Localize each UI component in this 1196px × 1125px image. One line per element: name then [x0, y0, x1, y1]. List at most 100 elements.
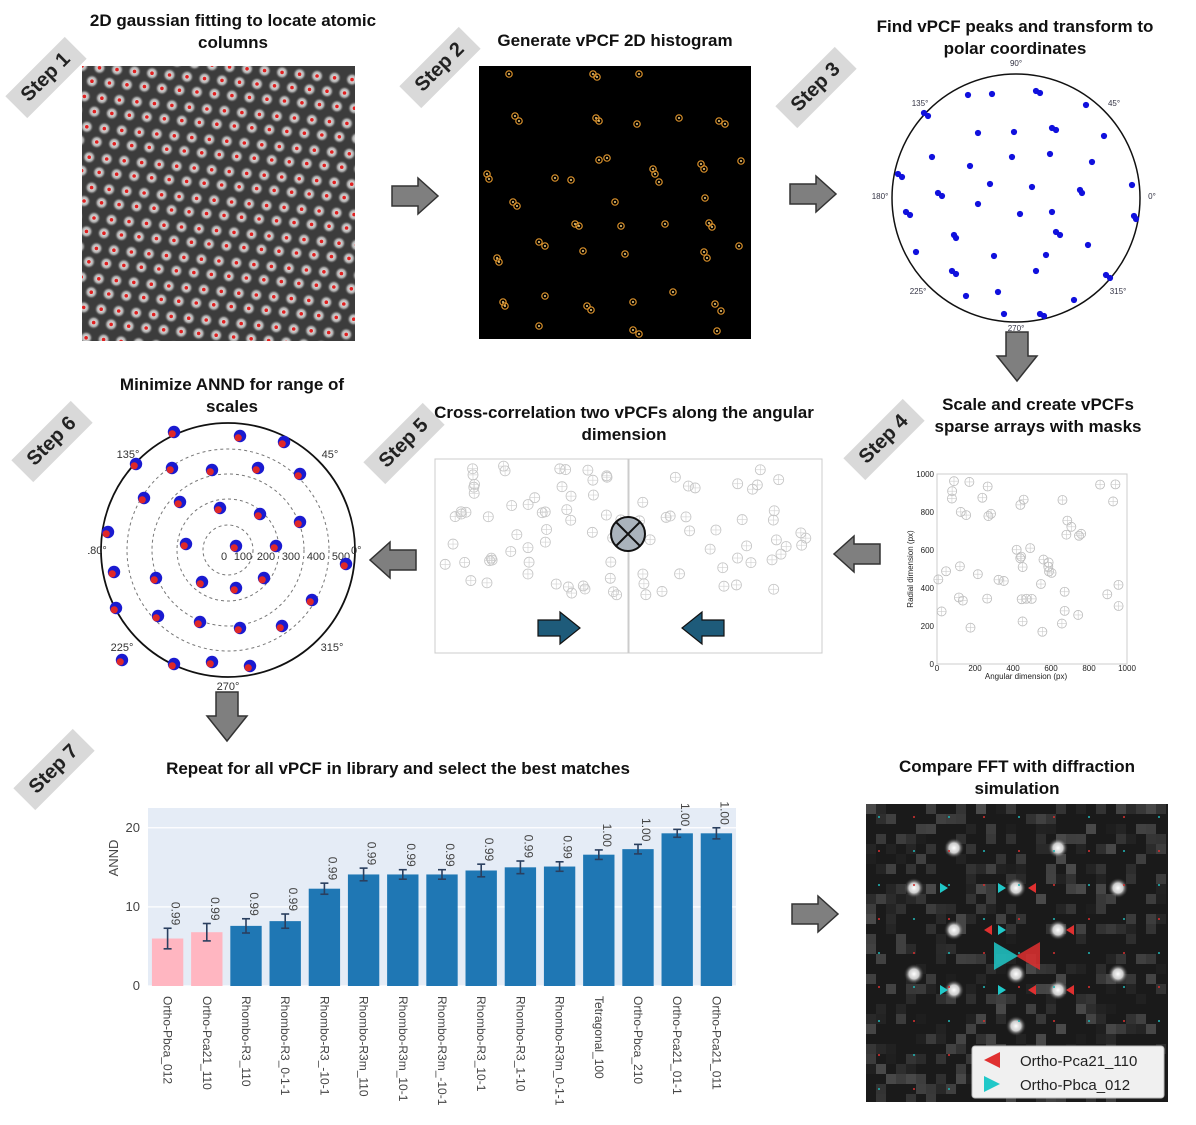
atomic-column	[346, 312, 355, 327]
chart-ytick: 10	[126, 899, 140, 914]
step6-title: Minimize ANND for range of scales	[119, 375, 345, 416]
chart-data-label: 0.99	[365, 842, 379, 866]
polar-peak	[898, 173, 906, 181]
fitted-position	[205, 107, 209, 111]
atomic-column	[347, 207, 355, 222]
atomic-column	[222, 66, 237, 74]
vpcf-peak-center	[518, 120, 520, 122]
s6-radial-tick: 300	[282, 551, 300, 563]
fitted-position	[302, 237, 306, 242]
atomic-column	[82, 316, 84, 325]
fitted-position	[190, 135, 194, 140]
fitted-position	[299, 207, 304, 211]
fitted-position	[292, 220, 296, 225]
vpcf-peak	[483, 170, 491, 178]
s3-label-315: 315°	[1110, 287, 1127, 296]
step1-badge: Step 1	[5, 36, 87, 119]
atomic-column	[82, 133, 87, 147]
fitted-position	[227, 169, 231, 174]
scaled-peak	[130, 462, 138, 470]
chart-data-label: 1.00	[639, 818, 653, 842]
fitted-position	[207, 242, 211, 246]
fitted-position	[245, 67, 249, 71]
center-cyan-triangle-icon	[994, 942, 1018, 970]
fitted-position	[342, 302, 346, 306]
fitted-position	[139, 160, 144, 165]
fitted-position	[174, 164, 179, 168]
vpcf-peak	[495, 258, 503, 266]
fitted-position	[214, 333, 218, 338]
vpcf-peak-center	[740, 160, 742, 162]
chart-ytick: 20	[126, 820, 140, 835]
fitted-position	[242, 141, 247, 145]
s6-label-225: 225°	[111, 642, 134, 654]
pca21-marker	[1028, 883, 1036, 893]
fitted-position	[195, 90, 199, 94]
polar-peak	[1070, 296, 1078, 304]
fitted-position	[349, 182, 354, 186]
chart-data-label: 0.99	[404, 843, 418, 867]
fitted-position	[284, 236, 289, 240]
vpcf-peak	[717, 307, 725, 315]
vpcf-peak-center	[678, 117, 680, 119]
fitted-position	[352, 106, 355, 110]
atomic-column	[279, 335, 294, 341]
fitted-position	[347, 152, 352, 156]
chart-bar	[465, 870, 497, 986]
s3-label-90: 90°	[1010, 59, 1022, 68]
polar-peak	[990, 252, 998, 260]
polar-peak	[1046, 150, 1054, 158]
fitted-position	[227, 274, 231, 278]
fitted-position	[149, 282, 154, 286]
fitted-position	[172, 134, 177, 138]
vpcf-peak	[571, 220, 579, 228]
step4-title: Scale and create vPCFs sparse arrays wit…	[934, 395, 1142, 436]
vpcf-peak	[587, 306, 595, 314]
fitted-position	[272, 295, 276, 299]
fitted-position	[280, 70, 284, 75]
s3-label-0: 0°	[1148, 192, 1156, 201]
fft-spot	[944, 920, 964, 940]
fitted-position	[262, 278, 266, 282]
polar-peak	[1008, 153, 1016, 161]
vpcf-peak-center	[596, 76, 598, 78]
chart-category-label: Rhombo-R3_1-10	[513, 996, 527, 1092]
atomic-column	[150, 338, 162, 341]
fitted-position	[249, 232, 254, 236]
s3-label-45: 45°	[1108, 99, 1120, 108]
fitted-position	[330, 150, 334, 154]
fitted-position	[265, 97, 269, 101]
fitted-position	[211, 303, 216, 307]
fitted-position	[247, 95, 252, 100]
fitted-position	[324, 300, 329, 304]
scaled-peak	[244, 664, 252, 672]
fitted-position	[179, 329, 183, 334]
vpcf-peak-center	[586, 305, 588, 307]
fitted-position	[137, 130, 142, 134]
polar-peak	[952, 270, 960, 278]
fitted-position	[325, 89, 329, 93]
pbca-marker	[998, 883, 1006, 893]
chart-data-label: 0.99	[169, 902, 183, 926]
fitted-position	[352, 212, 355, 217]
pbca-marker	[940, 985, 948, 995]
fitted-position	[187, 210, 191, 214]
vpcf-peak	[737, 157, 745, 165]
atomic-column	[297, 337, 310, 341]
fitted-position	[287, 160, 292, 164]
vpcf-peak	[621, 250, 629, 258]
scaled-peak	[230, 586, 238, 594]
polar-peak	[1000, 310, 1008, 318]
fitted-position	[277, 144, 282, 149]
fitted-position	[185, 75, 189, 79]
atomic-column	[354, 302, 355, 309]
fitted-position	[82, 275, 84, 279]
vpcf-peak	[635, 70, 643, 78]
fitted-position	[160, 86, 164, 91]
pca21-marker	[1028, 985, 1036, 995]
vpcf-peak	[700, 165, 708, 173]
vpcf-peak	[575, 222, 583, 230]
chart-category-label: Rhombo-R3_-10-1	[317, 996, 331, 1096]
s4-xtick: 600	[1044, 664, 1058, 673]
fitted-position	[125, 83, 129, 87]
